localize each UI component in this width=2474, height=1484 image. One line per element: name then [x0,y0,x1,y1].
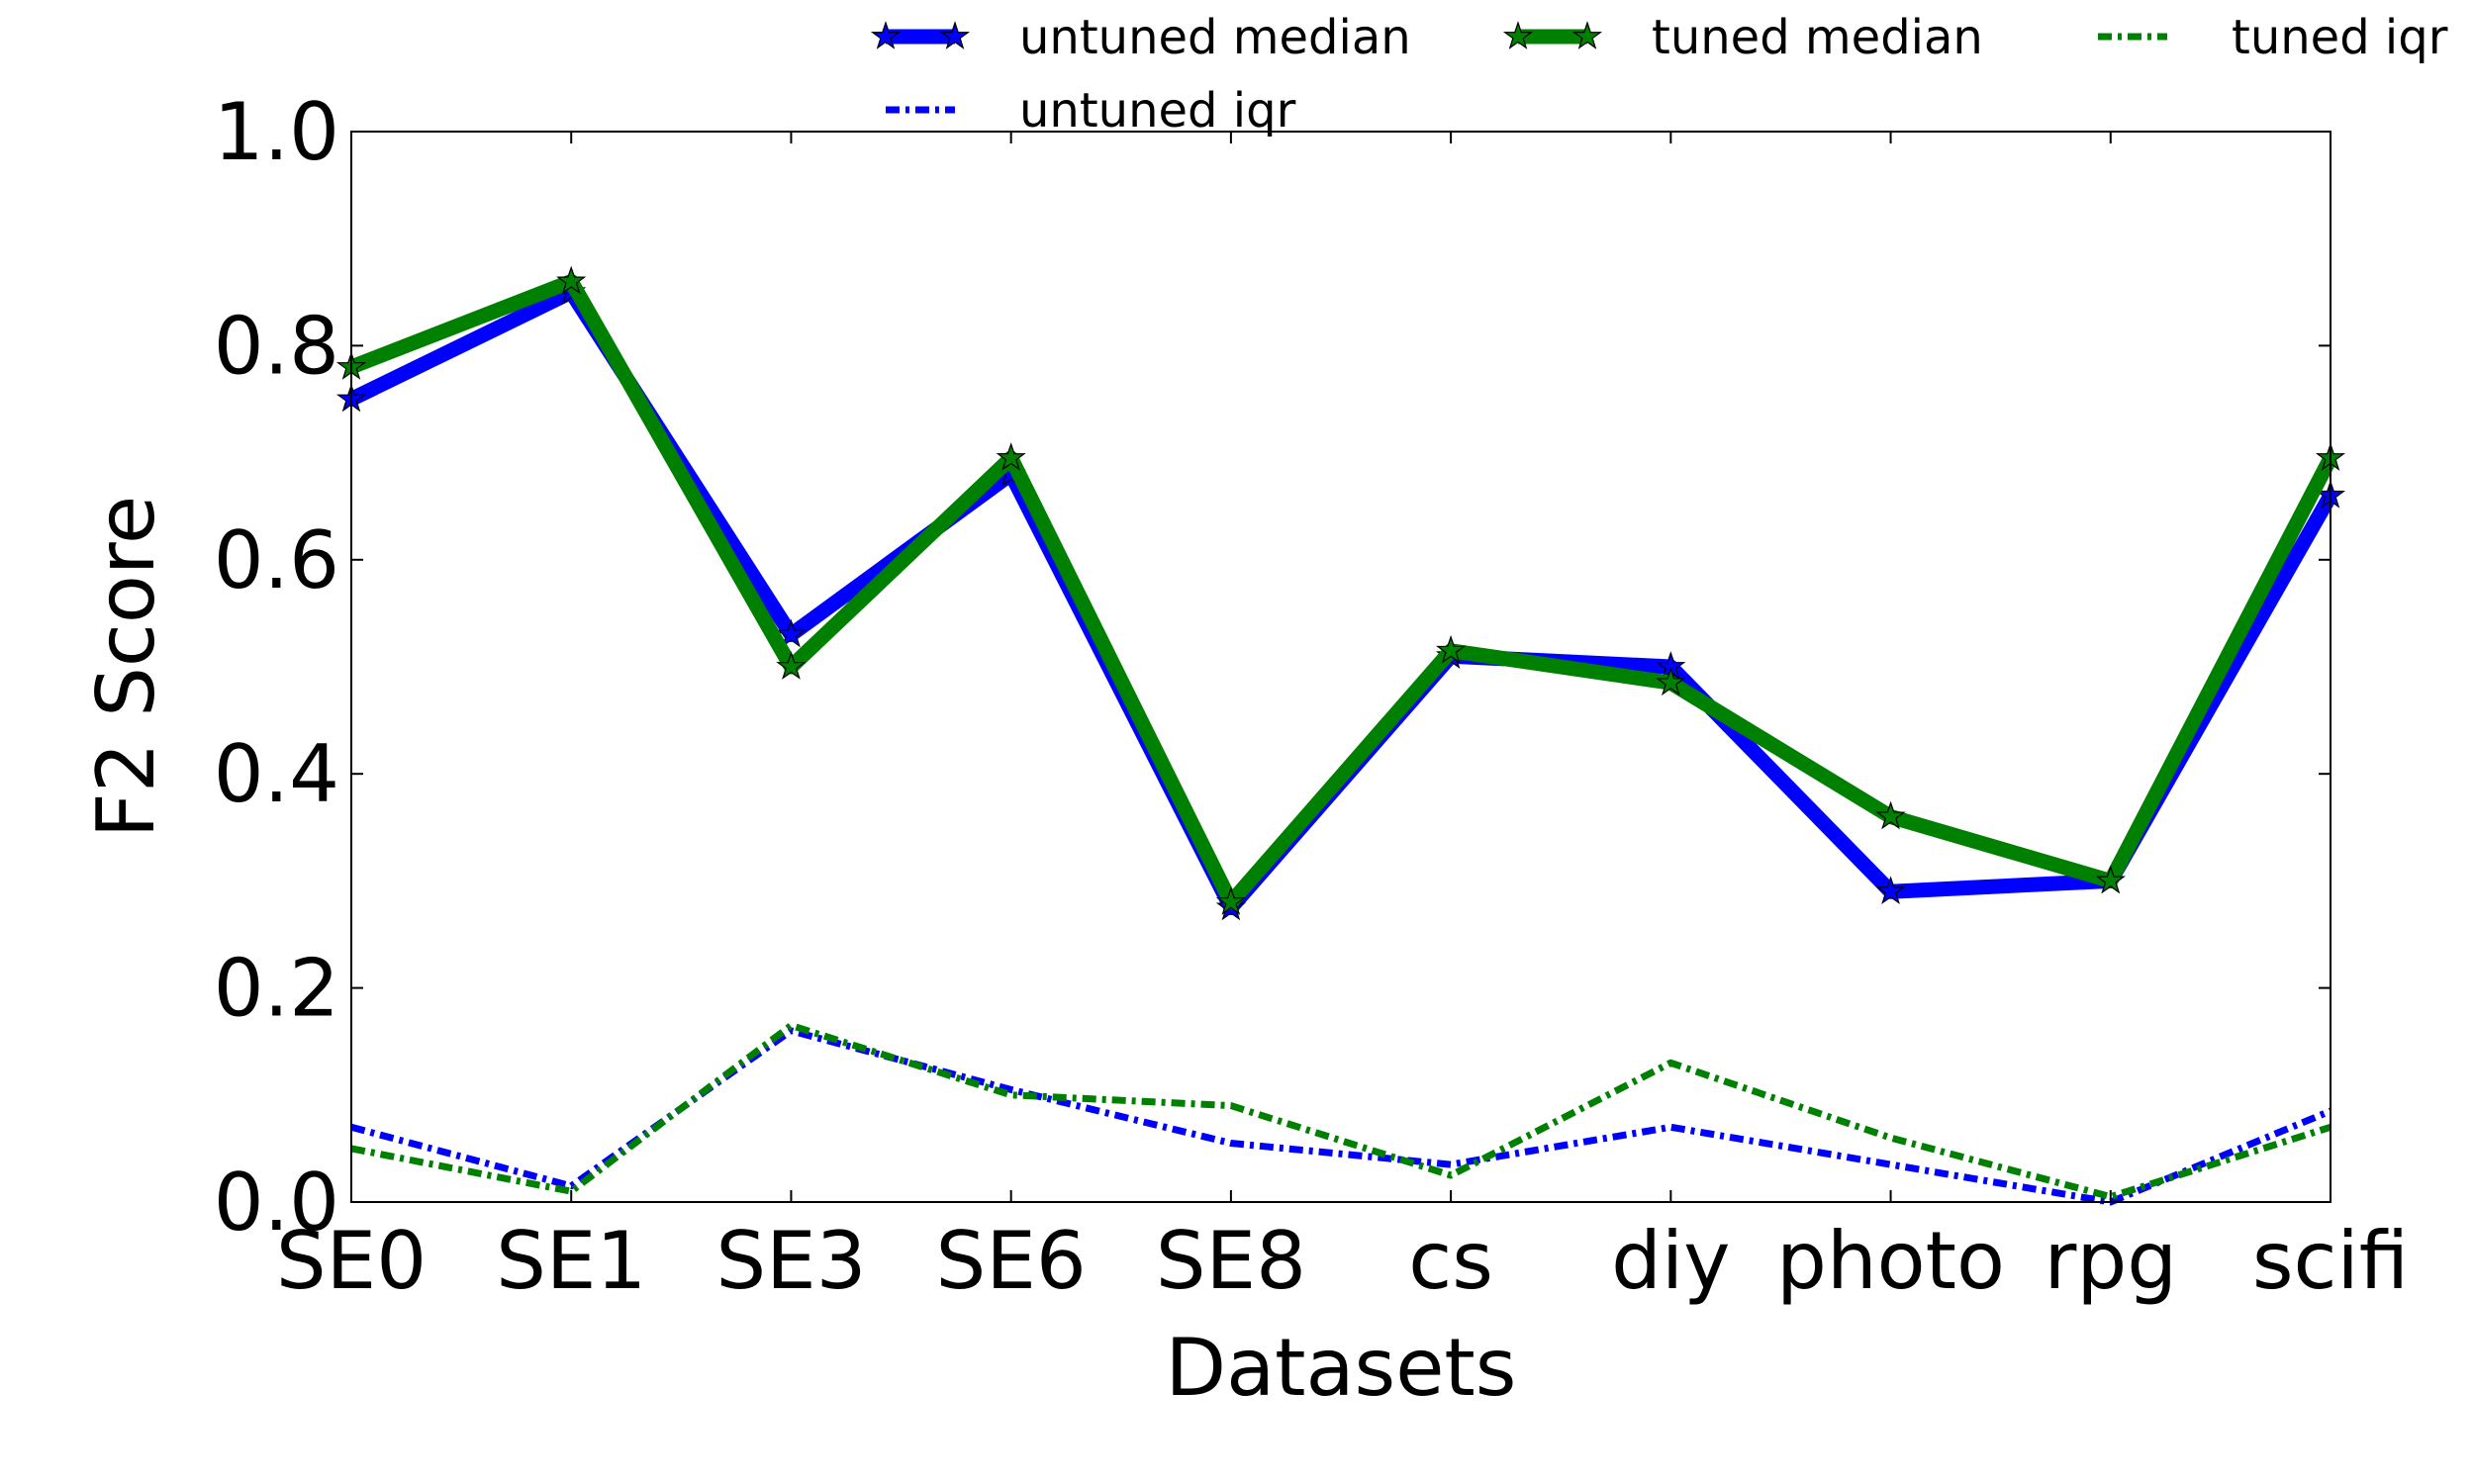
y-tick-label: 0.2 [214,943,339,1035]
x-tick-label: SE8 [1156,1215,1306,1307]
marker-tuned-median [556,265,587,295]
x-tick-label: rpg [2045,1215,2177,1307]
marker-tuned-median [1215,886,1246,915]
x-tick-label: SE0 [276,1215,427,1307]
marker-untuned-median [1875,876,1906,905]
legend-item-tuned-median: tuned median [1502,10,1983,65]
y-tick-label: 1.0 [214,86,339,178]
x-axis-title: Datasets [1166,1322,1517,1414]
marker-tuned-median [1436,634,1467,664]
legend: untuned median tuned median tuned iqr untun… [870,10,2448,139]
legend-label: tuned iqr [2232,10,2448,65]
legend-marker [939,21,971,49]
legend-marker [1502,21,1534,49]
marker-tuned-median [776,651,807,680]
marker-untuned-median [776,618,807,648]
legend-marker [1571,21,1603,49]
marker-tuned-median [2095,865,2126,894]
legend-item-untuned-median: untuned median [870,10,1411,65]
legend-item-untuned-iqr: untuned iqr [886,83,1296,139]
y-tick-label: 0.6 [214,514,339,606]
x-tick-label: SE6 [936,1215,1087,1307]
legend-label: untuned iqr [1019,83,1296,139]
x-tick-label: scifi [2252,1215,2409,1307]
x-tick-label: photo [1776,1215,2005,1307]
marker-tuned-median [1875,800,1906,830]
x-tick-label: SE3 [715,1215,866,1307]
legend-marker [870,21,902,49]
tick-labels: 0.0 0.2 0.4 0.6 0.8 1.0 SE0 SE1 SE3 SE6 SE8 cs diy ph… [214,86,2409,1307]
legend-item-tuned-iqr: tuned iqr [2098,10,2448,65]
series-line-tuned-iqr [350,1022,2332,1201]
x-tick-label: SE1 [496,1215,646,1307]
axis-ticks [350,131,2331,1203]
legend-label: tuned median [1652,10,1983,65]
x-tick-label: cs [1408,1215,1493,1307]
marker-tuned-median [1656,667,1686,696]
plot-frame [350,131,2331,1203]
legend-label: untuned median [1019,10,1411,65]
y-tick-label: 0.0 [214,1157,339,1249]
plot-area [335,265,2346,1206]
x-tick-label: diy [1611,1215,1730,1307]
y-axis-title: F2 Score [80,496,172,838]
y-tick-label: 0.8 [214,300,339,392]
marker-tuned-median [996,442,1026,471]
y-tick-label: 0.4 [214,728,339,820]
series-line-tuned-median [348,274,2337,910]
